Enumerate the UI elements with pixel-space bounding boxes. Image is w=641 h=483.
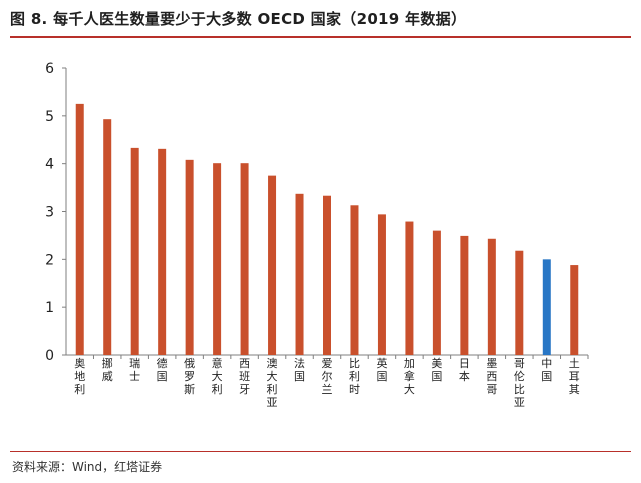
- x-tick-label: 墨西哥: [486, 357, 497, 396]
- x-tick-label: 意大利: [212, 356, 223, 396]
- y-tick-label: 5: [45, 109, 54, 125]
- bar-11: [350, 205, 359, 355]
- bar-3: [130, 147, 139, 355]
- x-tick-label: 哥伦比亚: [514, 357, 525, 409]
- x-tick-label: 日本: [459, 357, 470, 383]
- bar-12: [377, 214, 386, 355]
- x-tick-label: 奥地利: [74, 356, 85, 396]
- x-tick-label: 中国: [541, 357, 552, 383]
- x-tick-label: 挪威: [102, 356, 113, 383]
- y-tick-label: 1: [45, 300, 54, 316]
- y-tick-label: 4: [45, 157, 54, 173]
- bar-19: [570, 265, 579, 355]
- source-note: 资料来源：Wind，红塔证券: [12, 460, 163, 474]
- bar-18: [542, 259, 551, 355]
- chart-title: 图 8. 每千人医生数量要少于大多数 OECD 国家（2019 年数据）: [10, 10, 467, 28]
- y-tick-label: 3: [45, 205, 54, 221]
- x-tick-label: 澳大利亚: [267, 357, 278, 409]
- bar-10: [323, 195, 331, 355]
- bar-17: [515, 250, 524, 355]
- y-tick-label: 6: [45, 61, 54, 77]
- x-tick-label: 土耳其: [569, 357, 580, 396]
- x-tick-label: 俄罗斯: [184, 357, 195, 396]
- bar-16: [487, 238, 496, 355]
- bar-9: [295, 193, 304, 355]
- title-divider: [10, 36, 631, 38]
- bar-15: [460, 235, 469, 355]
- y-tick-label: 2: [45, 252, 54, 268]
- x-tick-label: 瑞士: [129, 356, 140, 383]
- x-tick-label: 爱尔兰: [322, 357, 333, 396]
- bar-5: [185, 159, 194, 355]
- bar-1: [75, 103, 84, 355]
- bar-4: [158, 148, 167, 355]
- bar-2: [103, 119, 112, 355]
- x-tick-label: 加拿大: [404, 357, 415, 396]
- x-tick-label: 美国: [431, 357, 442, 383]
- y-tick-label: 0: [45, 348, 54, 364]
- x-tick-label: 德国: [157, 356, 168, 383]
- source-divider: [10, 451, 631, 452]
- x-tick-label: 比利时: [349, 357, 360, 396]
- x-tick-label: 英国: [376, 356, 387, 383]
- x-tick-label: 法国: [294, 356, 305, 383]
- bar-8: [268, 175, 277, 355]
- bar-7: [240, 163, 249, 355]
- bar-6: [213, 163, 222, 355]
- x-tick-label: 西班牙: [239, 357, 250, 396]
- bar-14: [432, 230, 441, 355]
- bar-13: [405, 221, 414, 355]
